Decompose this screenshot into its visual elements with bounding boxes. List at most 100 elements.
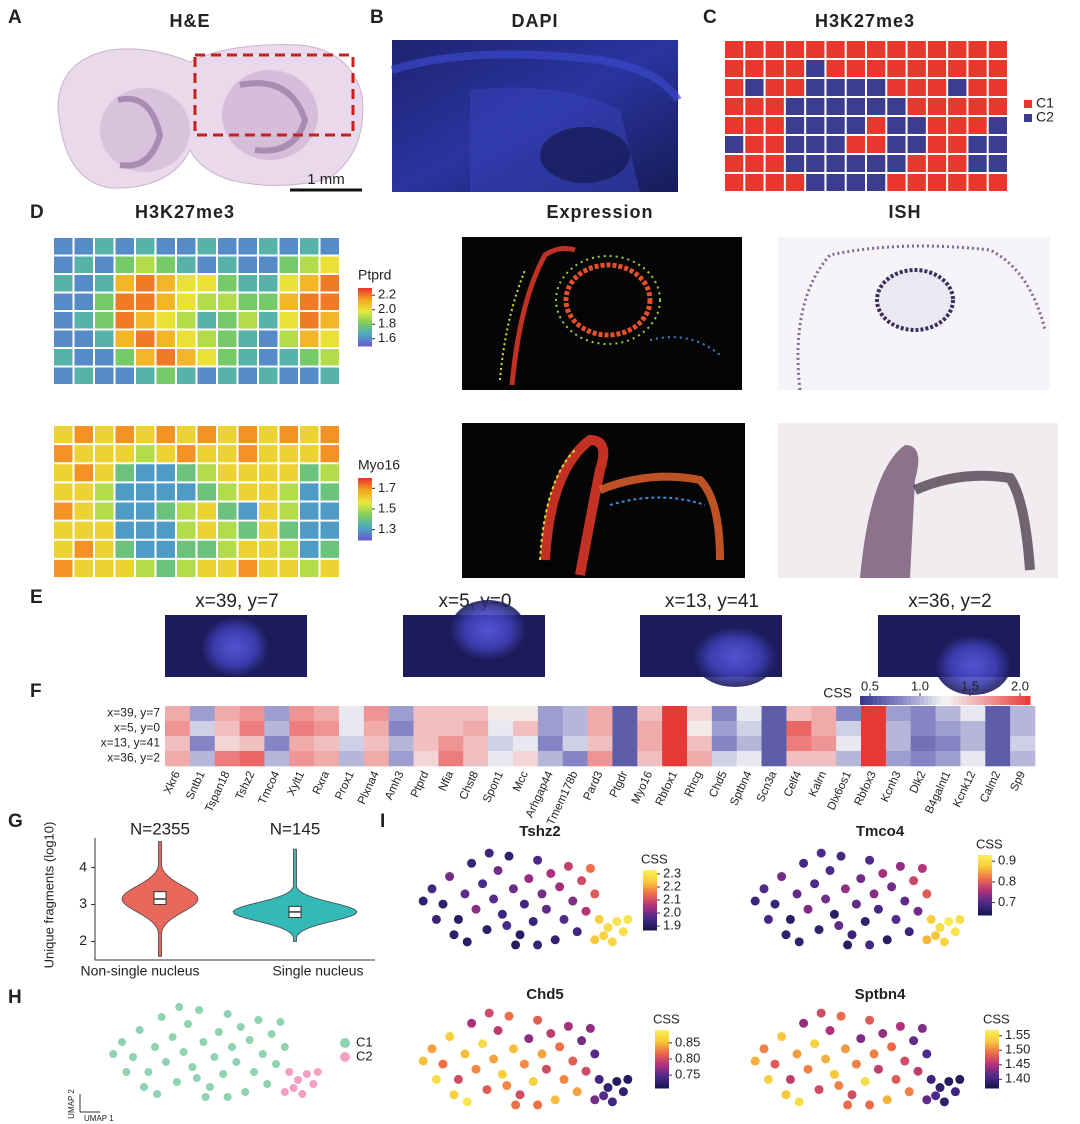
grid-cell: [846, 98, 865, 115]
umap-point: [931, 931, 941, 941]
grid-cell: [95, 464, 114, 482]
legend-label: C2: [356, 1048, 373, 1063]
colorbar-segment: [655, 1059, 669, 1062]
colorbar-segment: [1013, 696, 1018, 705]
umap-point: [860, 1076, 870, 1086]
umap-point: [618, 1087, 628, 1097]
grid-cell: [115, 502, 134, 520]
colorbar-tick-label: 0.5: [861, 678, 879, 693]
colorbar-segment: [985, 1053, 999, 1056]
grid-cell: [218, 521, 237, 539]
colorbar-segment: [655, 1035, 669, 1039]
grid-cell: [259, 330, 278, 347]
grid-cell: [218, 312, 237, 329]
colorbar-segment: [643, 890, 657, 893]
umap-point: [280, 1088, 289, 1096]
heatmap-cell: [687, 751, 713, 767]
heatmap-cell: [885, 721, 912, 737]
colorbar-segment: [978, 893, 992, 896]
colorbar-segment: [978, 881, 992, 884]
grid-cell: [927, 79, 947, 96]
grid-cell: [115, 483, 134, 501]
panel-title: H3K27me3: [135, 202, 235, 222]
colorbar-segment: [655, 1064, 669, 1068]
grid-cell: [968, 136, 987, 153]
umap-point: [599, 1091, 609, 1101]
grid-cell: [907, 155, 926, 172]
grid-cell: [259, 238, 278, 255]
grid-cell: [785, 136, 805, 153]
umap-point: [750, 1056, 760, 1066]
heatmap-cell: [786, 721, 812, 737]
colorbar-segment: [985, 1060, 999, 1064]
heatmap-cell: [413, 736, 439, 752]
umap-point: [821, 894, 831, 904]
y-tick-label: 3: [79, 895, 87, 911]
umap-point: [280, 1043, 289, 1051]
grid-cell: [136, 559, 155, 577]
colorbar-segment: [358, 344, 372, 347]
colorbar-segment: [978, 863, 992, 866]
colorbar-segment: [978, 867, 992, 870]
heatmap-cell: [786, 736, 812, 752]
colorbar-segment: [643, 922, 657, 925]
umap-point: [537, 889, 547, 899]
heatmap-cell: [1010, 736, 1036, 752]
umap-point: [840, 884, 850, 894]
grid-cell: [279, 238, 298, 255]
colorbar-segment: [643, 886, 657, 889]
heatmap-cell: [836, 736, 862, 752]
heatmap-cell: [687, 736, 713, 752]
grid-cell: [177, 367, 196, 384]
umap-point: [770, 899, 780, 909]
spot-title: x=13, y=41: [665, 591, 759, 612]
colorbar-segment: [643, 910, 657, 913]
colorbar-tick-label: 0.8: [998, 873, 1016, 888]
colorbar-segment: [358, 519, 372, 522]
colorbar-segment: [358, 492, 372, 496]
grid-cell: [218, 256, 237, 273]
colorbar-segment: [358, 340, 372, 343]
panel-label: A: [8, 7, 22, 28]
grid-cell: [197, 426, 216, 444]
grid-cell: [846, 117, 865, 134]
spot-title: x=39, y=7: [195, 591, 278, 612]
grid-cell: [927, 41, 947, 58]
colorbar-segment: [932, 696, 937, 705]
column-label: Chst8: [458, 769, 482, 801]
grid-cell: [95, 540, 114, 558]
grid-cell: [197, 483, 216, 501]
umap-point: [431, 1074, 441, 1084]
colorbar-segment: [985, 1030, 999, 1033]
umap-point: [533, 1100, 543, 1110]
grid-cell: [115, 367, 134, 384]
umap-point: [599, 931, 609, 941]
grid-cell: [279, 293, 298, 310]
umap-point: [792, 889, 802, 899]
colorbar-segment: [1008, 696, 1014, 705]
colorbar-segment: [358, 305, 372, 308]
colorbar-segment: [978, 873, 992, 876]
umap-point: [785, 914, 795, 924]
colorbar-segment: [985, 1070, 999, 1074]
heatmap-cell: [836, 706, 862, 722]
colorbar-segment: [996, 696, 1001, 705]
umap-point: [445, 1032, 455, 1042]
grid-cell: [238, 426, 257, 444]
umap-point: [236, 1023, 245, 1031]
colorbar-segment: [985, 1041, 999, 1045]
umap-point: [478, 879, 488, 889]
umap-point: [541, 1064, 551, 1074]
grid-cell: [867, 155, 886, 172]
column-label: Rbfox3: [853, 769, 879, 807]
umap-point: [199, 1038, 208, 1046]
plot-title: Tmco4: [856, 823, 905, 840]
grid-cell: [988, 174, 1007, 191]
heatmap-cell: [985, 706, 1011, 722]
umap-point: [803, 904, 813, 914]
heatmap-cell: [537, 751, 564, 767]
heatmap-cell: [736, 721, 762, 737]
umap-point: [944, 916, 954, 926]
grid-cell: [725, 60, 744, 77]
